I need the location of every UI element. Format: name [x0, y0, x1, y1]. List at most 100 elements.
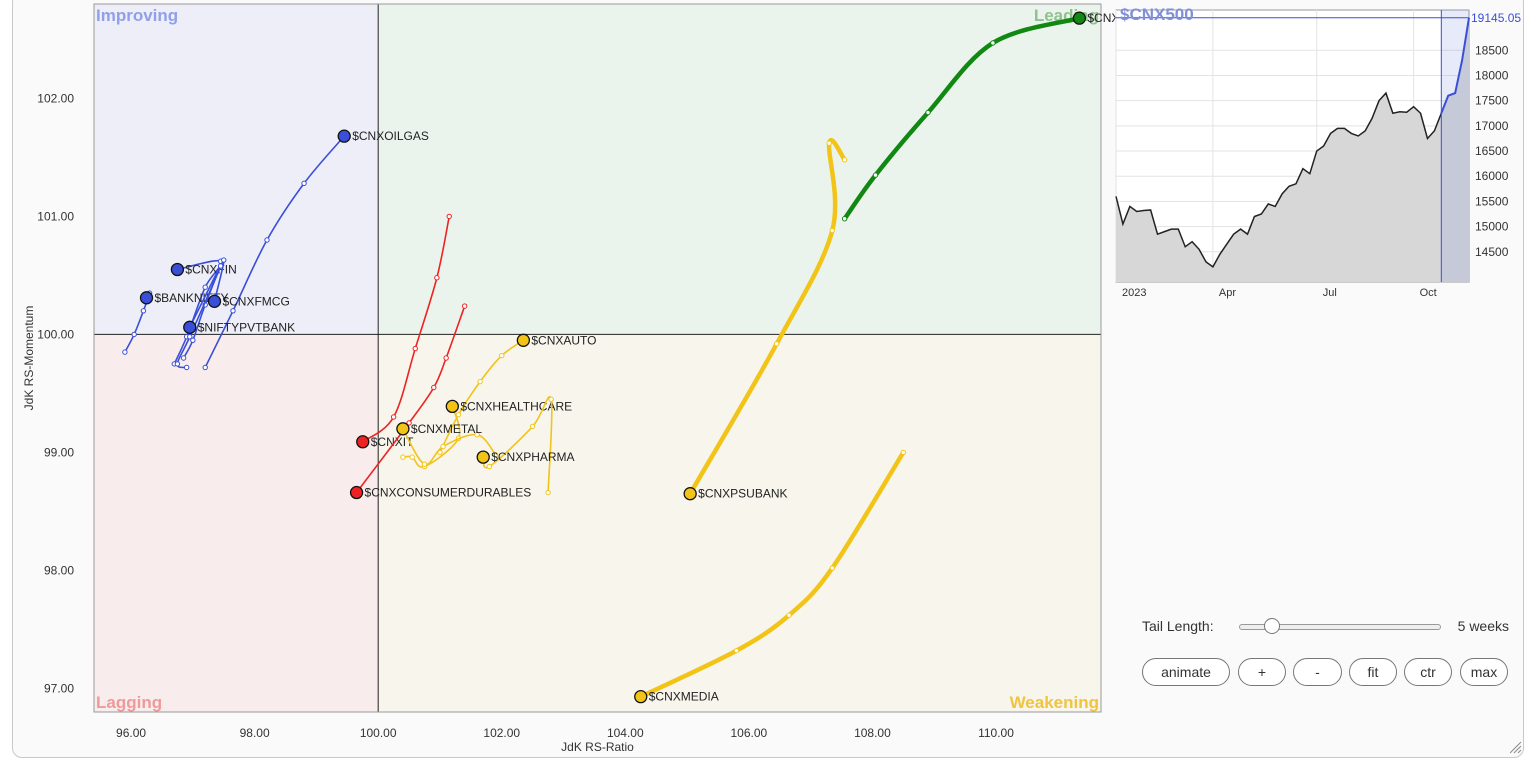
tail-point — [443, 355, 449, 361]
quadrant-label-improving: Improving — [96, 6, 178, 25]
tail-point — [829, 227, 835, 234]
quadrant-label-lagging: Lagging — [96, 693, 162, 712]
fit-button[interactable]: fit — [1349, 658, 1397, 686]
tail-point — [990, 40, 996, 46]
series-head-cnxhealthcare — [445, 399, 459, 414]
series-cnxit: $CNXIT — [356, 213, 452, 449]
tail-point — [773, 341, 780, 347]
tail-point — [431, 384, 437, 391]
series-cnxoilgas: $CNXOILGAS — [202, 129, 429, 371]
tail-point — [202, 284, 208, 290]
x-tick-label: 100.00 — [360, 726, 397, 740]
x-tick-label: 106.00 — [731, 726, 768, 740]
series-cnxconsumerdurables: $CNXCONSUMERDURABLES — [349, 303, 532, 500]
x-axis-label: JdK RS-Ratio — [561, 740, 634, 754]
tail-point — [400, 454, 406, 460]
zoom-out-button[interactable]: - — [1293, 658, 1342, 686]
x-tick-label: 96.00 — [116, 726, 146, 740]
tail-point — [202, 364, 208, 371]
series-cnxmetal: $CNXMETAL — [396, 422, 499, 467]
tail-point — [492, 452, 499, 458]
tail-point — [733, 647, 740, 654]
tail-point — [264, 237, 270, 243]
tail-point — [786, 612, 792, 618]
mini-y-tick-label: 17000 — [1475, 119, 1509, 133]
tail-point — [499, 352, 505, 359]
series-head-cnxoilgas — [337, 129, 351, 143]
tail-point — [829, 565, 835, 571]
series-head-cnxfin — [170, 262, 185, 277]
series-label-cnxfin: $CNXFIN — [185, 263, 236, 277]
mini-y-tick-label: 18000 — [1475, 68, 1509, 82]
mini-y-tick-label: 15000 — [1475, 220, 1509, 234]
series-label-cnxhealthcare: $CNXHEALTHCARE — [460, 399, 572, 413]
tail-point — [409, 454, 415, 460]
x-tick-label: 102.00 — [483, 726, 520, 740]
mini-y-tick-label: 18500 — [1475, 43, 1509, 57]
x-tick-label: 98.00 — [240, 726, 270, 740]
mini-x-tick-label: 2023 — [1122, 287, 1146, 299]
series-label-niftypvtbank: $NIFTYPVTBANK — [198, 320, 295, 334]
series-label-cnxit: $CNXIT — [371, 435, 414, 449]
series-label-cnxmetal: $CNXMETAL — [411, 422, 482, 436]
y-tick-label: 100.00 — [37, 327, 74, 341]
tail-point — [131, 331, 137, 338]
tail-point — [545, 489, 551, 496]
tail-point — [925, 109, 931, 116]
y-tick-label: 99.00 — [44, 445, 74, 459]
tail-point — [301, 180, 307, 187]
tail-length-label: Tail Length: — [1142, 618, 1214, 634]
animate-button[interactable]: animate — [1142, 658, 1230, 686]
y-axis-label: JdK RS-Momentum — [22, 306, 36, 411]
tail-point — [221, 257, 227, 263]
series-cnxpsubank: $CNXPSUBANK — [683, 138, 848, 501]
tail-point — [412, 345, 418, 352]
tail-point — [529, 423, 536, 430]
tail-point — [217, 263, 224, 269]
resize-grip-icon[interactable] — [1508, 740, 1522, 754]
tail-point — [446, 213, 452, 220]
tail-point — [872, 172, 879, 178]
tail-length-value: 5 weeks — [1457, 618, 1509, 634]
mini-price-line — [1115, 91, 1443, 268]
series-cnxmedia: $CNXMEDIA — [634, 449, 907, 704]
tail-point — [841, 216, 848, 222]
series-label-cnxpharma: $CNXPHARMA — [491, 450, 574, 464]
tail-point — [474, 432, 480, 438]
tail-length-slider[interactable] — [1239, 618, 1441, 634]
series-label-cnxauto: $CNXAUTO — [531, 333, 596, 347]
mini-area-fill — [1116, 17, 1469, 283]
tail-point — [190, 337, 196, 343]
tail-point — [183, 364, 190, 371]
x-tick-label: 110.00 — [978, 726, 1014, 740]
series-label-cnxconsumerdurables: $CNXCONSUMERDURABLES — [365, 486, 532, 500]
tail-point — [180, 355, 187, 361]
series-head-cnxpsubank — [683, 487, 697, 501]
zoom-in-button[interactable]: + — [1238, 658, 1286, 686]
mini-y-tick-label: 14500 — [1475, 245, 1509, 259]
tail-length-slider-knob[interactable] — [1264, 618, 1280, 634]
series-head-niftypvtbank — [183, 320, 197, 334]
series-head-cnxpharma — [476, 450, 490, 464]
tail-point — [455, 411, 462, 418]
mini-y-tick-label: 15500 — [1475, 194, 1509, 208]
max-button[interactable]: max — [1460, 658, 1508, 686]
center-button[interactable]: ctr — [1404, 658, 1452, 686]
series-cnxfmcg: $CNXFMCG — [180, 257, 290, 361]
mini-last-value-label: 19145.05 — [1471, 11, 1521, 25]
series-cnxpharma: $CNXPHARMA — [476, 396, 575, 496]
series-head-cnxmetal — [396, 422, 410, 436]
series-head-banknifty — [139, 291, 154, 305]
series-label-cnxmedia: $CNXMEDIA — [649, 690, 719, 704]
series-cnxfin: $CNXFIN — [170, 258, 237, 367]
series-head-cnxfmcg — [207, 294, 222, 309]
quadrant-label-weakening: Weakening — [1010, 693, 1099, 712]
tail-point — [174, 361, 181, 367]
series-cnxauto: $CNXAUTO — [437, 333, 597, 456]
mini-y-tick-label: 17500 — [1475, 94, 1509, 108]
tail-point — [406, 420, 412, 426]
series-head-cnxauto — [516, 333, 531, 347]
tail-length-control: Tail Length: 5 weeks — [1142, 616, 1512, 636]
